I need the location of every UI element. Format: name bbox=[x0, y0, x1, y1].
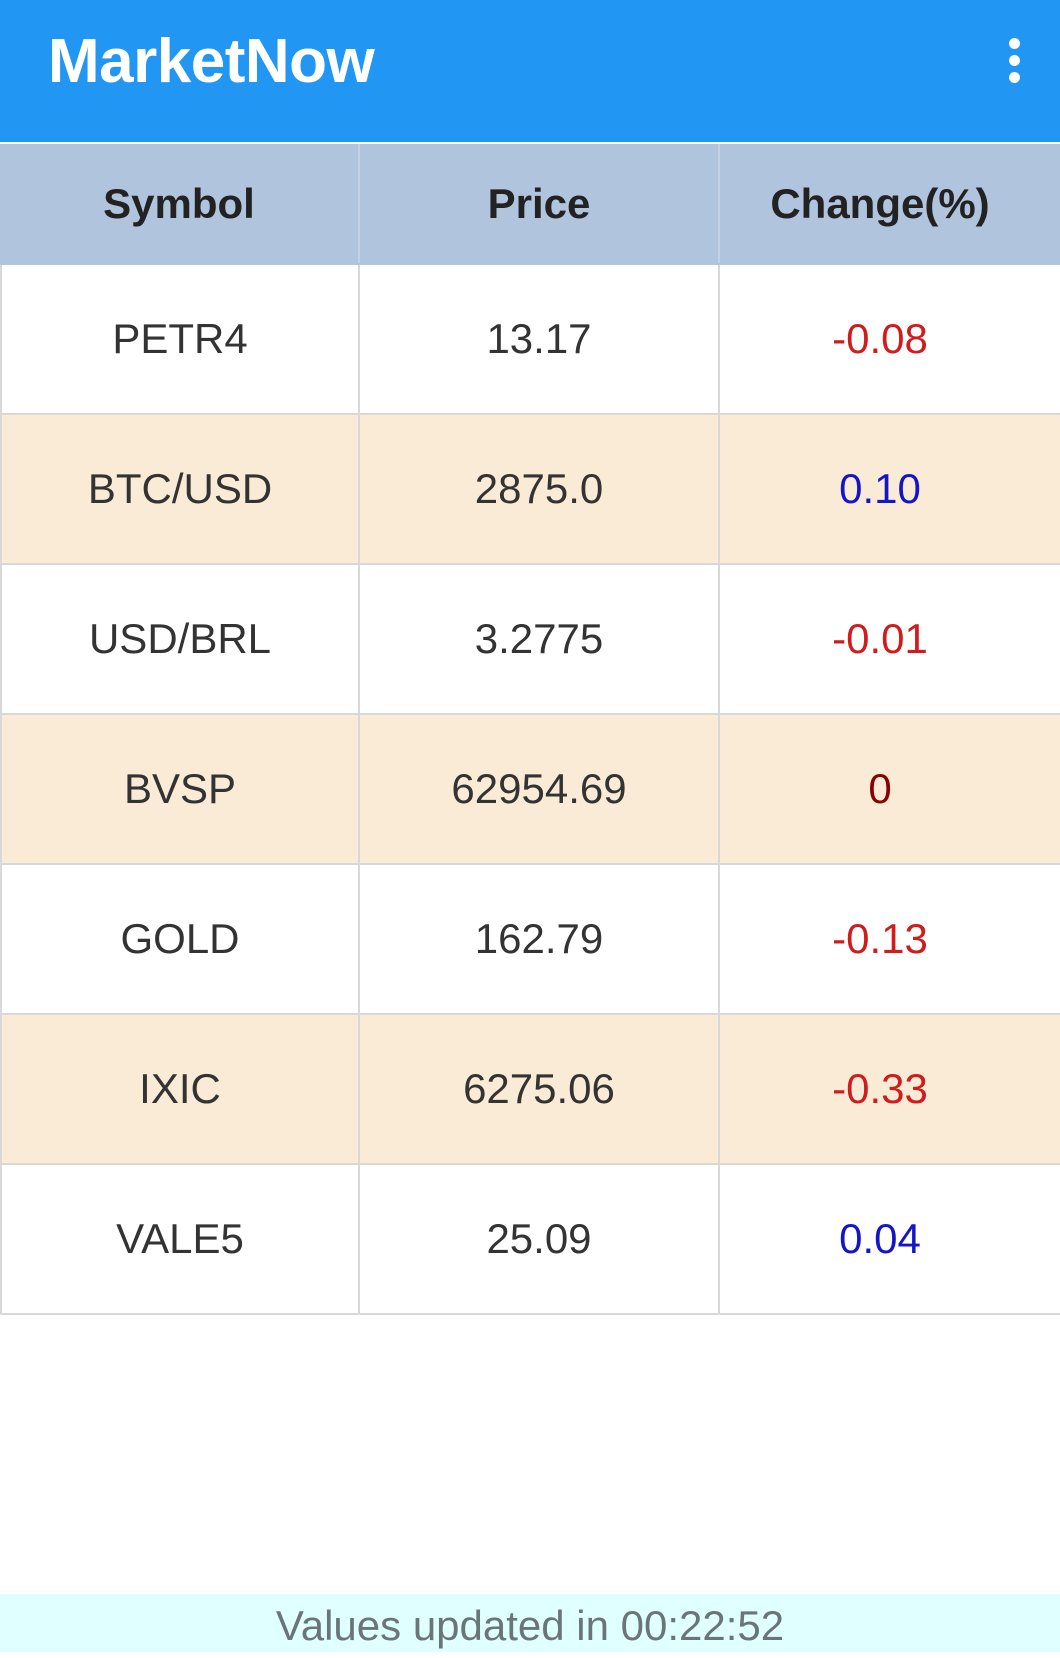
cell-price: 13.17 bbox=[360, 265, 720, 413]
cell-symbol: VALE5 bbox=[0, 1165, 360, 1313]
update-status: Values updated in 00:22:52 bbox=[0, 1594, 1060, 1652]
cell-symbol: IXIC bbox=[0, 1015, 360, 1163]
cell-change: -0.08 bbox=[832, 315, 928, 362]
cell-price: 6275.06 bbox=[360, 1015, 720, 1163]
table-row[interactable]: PETR4 13.17 -0.08 bbox=[0, 265, 1060, 415]
menu-dot bbox=[1008, 54, 1020, 66]
header-change: Change(%) bbox=[770, 179, 990, 227]
more-vert-icon[interactable] bbox=[990, 24, 1038, 96]
cell-change: -0.01 bbox=[832, 615, 928, 662]
table-row[interactable]: VALE5 25.09 0.04 bbox=[0, 1165, 1060, 1315]
menu-dot bbox=[1008, 71, 1020, 83]
cell-change: 0.10 bbox=[839, 465, 921, 512]
cell-price: 162.79 bbox=[360, 865, 720, 1013]
app-title: MarketNow bbox=[48, 27, 375, 96]
cell-change: -0.13 bbox=[832, 915, 928, 962]
table-row[interactable]: BTC/USD 2875.0 0.10 bbox=[0, 415, 1060, 565]
cell-symbol: USD/BRL bbox=[0, 565, 360, 713]
cell-change: 0.04 bbox=[839, 1215, 921, 1262]
table-body: PETR4 13.17 -0.08 BTC/USD 2875.0 0.10 USD/BRL 3… bbox=[0, 265, 1060, 1315]
cell-price: 3.2775 bbox=[360, 565, 720, 713]
table-row[interactable]: BVSP 62954.69 0 bbox=[0, 715, 1060, 865]
cell-symbol: BVSP bbox=[0, 715, 360, 863]
cell-symbol: PETR4 bbox=[0, 265, 360, 413]
cell-price: 62954.69 bbox=[360, 715, 720, 863]
cell-price: 2875.0 bbox=[360, 415, 720, 563]
cell-symbol: GOLD bbox=[0, 865, 360, 1013]
table-row[interactable]: IXIC 6275.06 -0.33 bbox=[0, 1015, 1060, 1165]
table-row[interactable]: USD/BRL 3.2775 -0.01 bbox=[0, 565, 1060, 715]
table-header: Symbol Price Change(%) bbox=[0, 144, 1060, 265]
cell-price: 25.09 bbox=[360, 1165, 720, 1313]
cell-change: 0 bbox=[868, 765, 892, 812]
cell-change: -0.33 bbox=[832, 1065, 928, 1112]
header-price: Price bbox=[360, 144, 720, 263]
header-symbol: Symbol bbox=[0, 144, 360, 263]
market-table: Symbol Price Change(%) PETR4 13.17 -0.08 BT… bbox=[0, 144, 1060, 1315]
app-bar: MarketNow bbox=[0, 0, 1060, 142]
cell-symbol: BTC/USD bbox=[0, 415, 360, 563]
menu-dot bbox=[1008, 37, 1020, 49]
table-row[interactable]: GOLD 162.79 -0.13 bbox=[0, 865, 1060, 1015]
